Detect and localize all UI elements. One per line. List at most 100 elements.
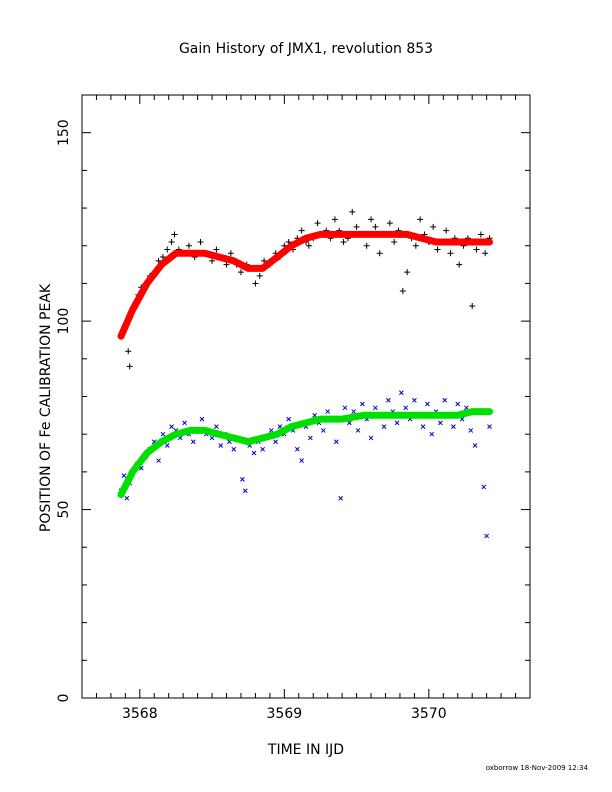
footer-timestamp: oxborrow 18-Nov-2009 12:34 [486,764,589,772]
cross-point [242,488,248,494]
plus-point [314,220,321,227]
x-axis-label: TIME IN IJD [267,742,344,758]
plus-point [298,227,305,234]
x-tick-label: 3570 [411,706,447,722]
cross-point [209,435,215,441]
cross-point [320,428,326,433]
y-tick-label: 0 [56,694,72,703]
x-tick-label: 3569 [267,706,303,722]
plus-point [386,220,393,227]
cross-point [214,424,219,430]
cross-point [218,443,224,448]
cross-point [124,495,130,501]
cross-point [472,443,478,448]
plus-point [197,238,204,245]
plus-point [482,250,489,257]
cross-point [333,439,339,445]
plus-point [404,269,411,276]
cross-point [260,446,265,452]
plus-point [391,238,398,245]
plus-point [340,238,347,245]
cross-point [182,420,187,426]
cross-point [338,495,344,501]
plus-point [168,238,175,245]
cross-point [307,435,313,441]
plus-point [368,216,375,223]
plus-point [252,280,259,287]
fit-curve-line [117,408,493,498]
plus-point [237,269,244,276]
plus-point [376,250,383,257]
plus-point [256,272,263,279]
cross-point [412,397,417,403]
cross-point [342,405,348,411]
plus-point [125,348,132,355]
cross-point [240,477,245,482]
y-tick-label: 100 [56,308,72,335]
plus-point [417,216,424,223]
y-axis-label: POSITION OF Fe CALIBRATION PEAK [38,283,54,532]
plus-point [223,261,230,268]
axis-ticks: 0 50 100 150 3568 3569 3570 [56,94,531,722]
cross-point [294,446,300,452]
cross-point [199,416,205,422]
plus-point [353,223,360,230]
cross-point [160,431,166,437]
plus-point [185,242,192,249]
cross-point [299,458,305,463]
plus-point [126,363,133,370]
cross-point [442,397,448,403]
cross-point [351,409,357,414]
cross-point [156,458,161,463]
cross-point [355,428,361,433]
cross-point [169,424,174,430]
cross-point [251,450,257,456]
cross-point [164,443,170,448]
plus-point [331,216,338,223]
cross-point [481,484,487,490]
cross-point [231,446,237,452]
plot-frame [81,94,531,699]
cross-point [455,401,461,407]
cross-point [487,424,492,430]
cross-point [368,435,374,441]
series-0 [118,208,493,370]
cross-point [438,420,443,426]
plus-point [305,242,312,249]
cross-point [373,405,378,411]
cross-point [381,424,387,430]
cross-point [451,424,456,430]
y-tick-label: 50 [56,501,72,519]
cross-point [386,397,391,403]
cross-point [360,401,365,407]
cross-point [394,420,400,426]
cross-point [429,431,435,437]
cross-point [190,439,196,445]
plus-point [477,231,484,238]
plus-point [349,208,356,215]
plus-point [209,257,216,264]
cross-point [286,416,292,422]
series-3 [117,408,493,498]
cross-point [468,428,474,433]
plus-point [456,261,463,268]
plus-point [473,246,480,253]
plus-point [164,246,171,253]
plus-point [469,303,476,310]
plus-point [434,246,441,253]
data-marks [117,208,493,539]
plus-point [171,231,178,238]
cross-point [277,424,283,430]
fit-curve-line [117,230,493,340]
cross-point [121,473,127,478]
plus-point [443,227,450,234]
plus-point [447,250,454,257]
x-tick-label: 3568 [122,706,158,722]
plus-point [227,250,234,257]
plus-point [213,246,220,253]
plus-point [412,242,419,249]
plus-point [372,223,379,230]
chart-title: Gain History of JMX1, revolution 853 [179,41,433,57]
y-tick-label: 150 [56,119,72,146]
cross-point [325,409,331,414]
